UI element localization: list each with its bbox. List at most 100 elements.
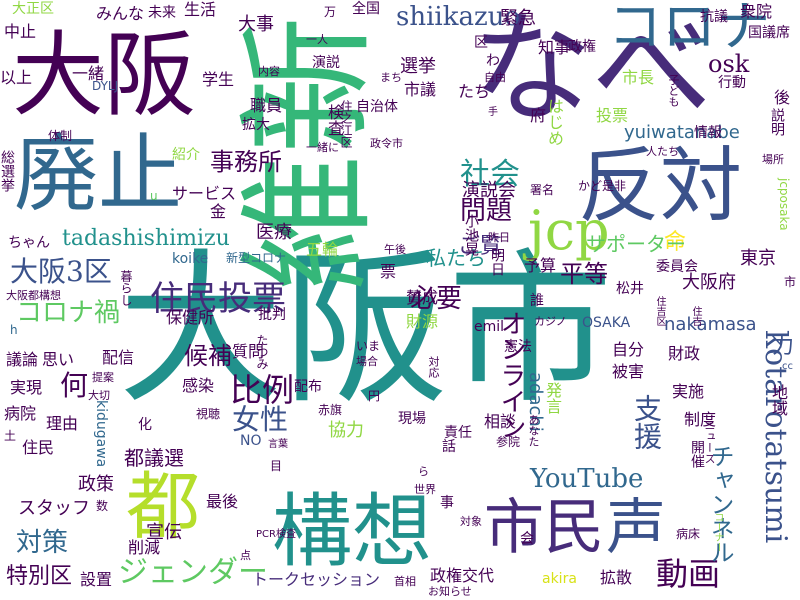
word: 赤旗 bbox=[318, 403, 343, 417]
word: コーナー bbox=[712, 512, 723, 552]
word: adachi bbox=[525, 372, 546, 432]
word: 数 bbox=[96, 499, 109, 513]
word: ちゃん bbox=[8, 235, 50, 251]
word: 知事 bbox=[538, 38, 571, 57]
word: 新型コロナ bbox=[226, 251, 287, 265]
word: 発言 bbox=[543, 382, 562, 414]
word: 紹介 bbox=[172, 147, 200, 163]
word: 政権交代 bbox=[430, 566, 495, 585]
word: 都議選 bbox=[124, 446, 184, 470]
word: サービス bbox=[172, 184, 237, 203]
word: 衆院 bbox=[740, 2, 773, 21]
word: 思い bbox=[42, 350, 75, 369]
word: 対応 bbox=[427, 356, 440, 378]
word: 住之江区 bbox=[339, 100, 353, 148]
word: 大阪府 bbox=[682, 272, 736, 293]
word: 住吉 bbox=[690, 306, 701, 326]
word: たつみ bbox=[255, 334, 269, 370]
word: 平等 bbox=[560, 260, 608, 288]
word: 地域 bbox=[769, 384, 788, 416]
word: 全国 bbox=[352, 1, 380, 17]
word: kidugawa bbox=[93, 400, 109, 468]
word: 質問 bbox=[232, 342, 265, 361]
word: 憲法 bbox=[504, 339, 532, 355]
word: 委員会 bbox=[656, 259, 698, 275]
word: 昨日 bbox=[488, 231, 510, 244]
word: 以上 bbox=[0, 68, 33, 87]
word: コロナ bbox=[608, 0, 770, 58]
word: あなた bbox=[527, 414, 540, 447]
word: 問題 bbox=[460, 196, 513, 226]
word: 会 bbox=[520, 531, 534, 547]
word: 責任 bbox=[444, 425, 472, 441]
word: tadashishimizu bbox=[62, 226, 230, 251]
word: ジェンダー bbox=[118, 555, 268, 590]
word: 内容 bbox=[258, 65, 280, 78]
word: yuiwatanabe bbox=[624, 122, 740, 143]
word: 財政 bbox=[668, 344, 701, 363]
word: たち bbox=[458, 82, 491, 101]
word: 中止 bbox=[4, 22, 37, 41]
word: ら bbox=[418, 465, 429, 478]
word: 学生 bbox=[202, 70, 235, 89]
word: akira bbox=[542, 571, 577, 587]
word: いま bbox=[356, 339, 381, 353]
word: まち bbox=[380, 71, 402, 84]
word: 批判 bbox=[258, 307, 286, 323]
word: 実施 bbox=[672, 382, 705, 401]
word: 病床 bbox=[676, 527, 701, 541]
word: 提案 bbox=[92, 371, 114, 384]
word: 協力 bbox=[328, 420, 364, 441]
word: 配信 bbox=[102, 348, 135, 367]
word: 配布 bbox=[294, 379, 322, 395]
word: 事務所 bbox=[210, 148, 282, 176]
word: 府 bbox=[530, 106, 547, 125]
word: 一緒に bbox=[306, 141, 339, 154]
word: 明日 bbox=[489, 248, 505, 276]
word: 小池晃 bbox=[463, 214, 479, 256]
word: nakamasa bbox=[664, 314, 757, 335]
word: オンライン bbox=[496, 310, 526, 440]
word: わ bbox=[486, 53, 500, 69]
word: 午後 bbox=[384, 243, 406, 256]
word: はじめ bbox=[545, 98, 564, 146]
word: 私たち bbox=[426, 246, 486, 270]
word: 住吉区 bbox=[654, 296, 665, 326]
word: 都 bbox=[126, 464, 200, 550]
word: 情報 bbox=[694, 125, 722, 141]
word: 演説会 bbox=[462, 180, 516, 201]
word: 実現 bbox=[10, 378, 43, 397]
word: かど是非 bbox=[578, 179, 627, 193]
word: 削減 bbox=[128, 538, 161, 557]
word: なべ bbox=[472, 0, 712, 139]
word: 自治体 bbox=[356, 99, 398, 115]
word: 暮らし bbox=[119, 270, 133, 306]
word: 体制 bbox=[48, 129, 73, 143]
word: 予算 bbox=[524, 256, 557, 275]
word: koike bbox=[172, 251, 209, 267]
word: emil bbox=[474, 319, 505, 335]
word: みんな bbox=[96, 4, 145, 23]
word: コロナ禍 bbox=[16, 298, 121, 328]
word: PCR検査 bbox=[256, 529, 296, 540]
word: 反対 bbox=[578, 139, 743, 234]
word: 保健所 bbox=[166, 308, 215, 327]
word: 住民投票 bbox=[150, 279, 286, 319]
word: 社会 bbox=[460, 157, 520, 192]
word: 理由 bbox=[46, 414, 79, 433]
word: 声 bbox=[606, 493, 666, 563]
word: 言葉 bbox=[268, 439, 288, 450]
word: 誰 bbox=[530, 293, 544, 309]
word: 廃止 bbox=[14, 125, 183, 223]
word: 緊急 bbox=[500, 8, 536, 29]
word: 賛成 bbox=[406, 288, 439, 307]
word: ご覧 bbox=[458, 234, 503, 259]
word: お知らせ bbox=[428, 585, 472, 598]
word: 市 bbox=[784, 275, 797, 289]
word: 被害 bbox=[612, 362, 645, 381]
word: 市議 bbox=[404, 80, 437, 99]
word: 力 bbox=[772, 334, 795, 359]
word: 大阪市 bbox=[118, 234, 613, 426]
word: OSAKA bbox=[582, 315, 631, 331]
word: NO bbox=[240, 433, 262, 449]
